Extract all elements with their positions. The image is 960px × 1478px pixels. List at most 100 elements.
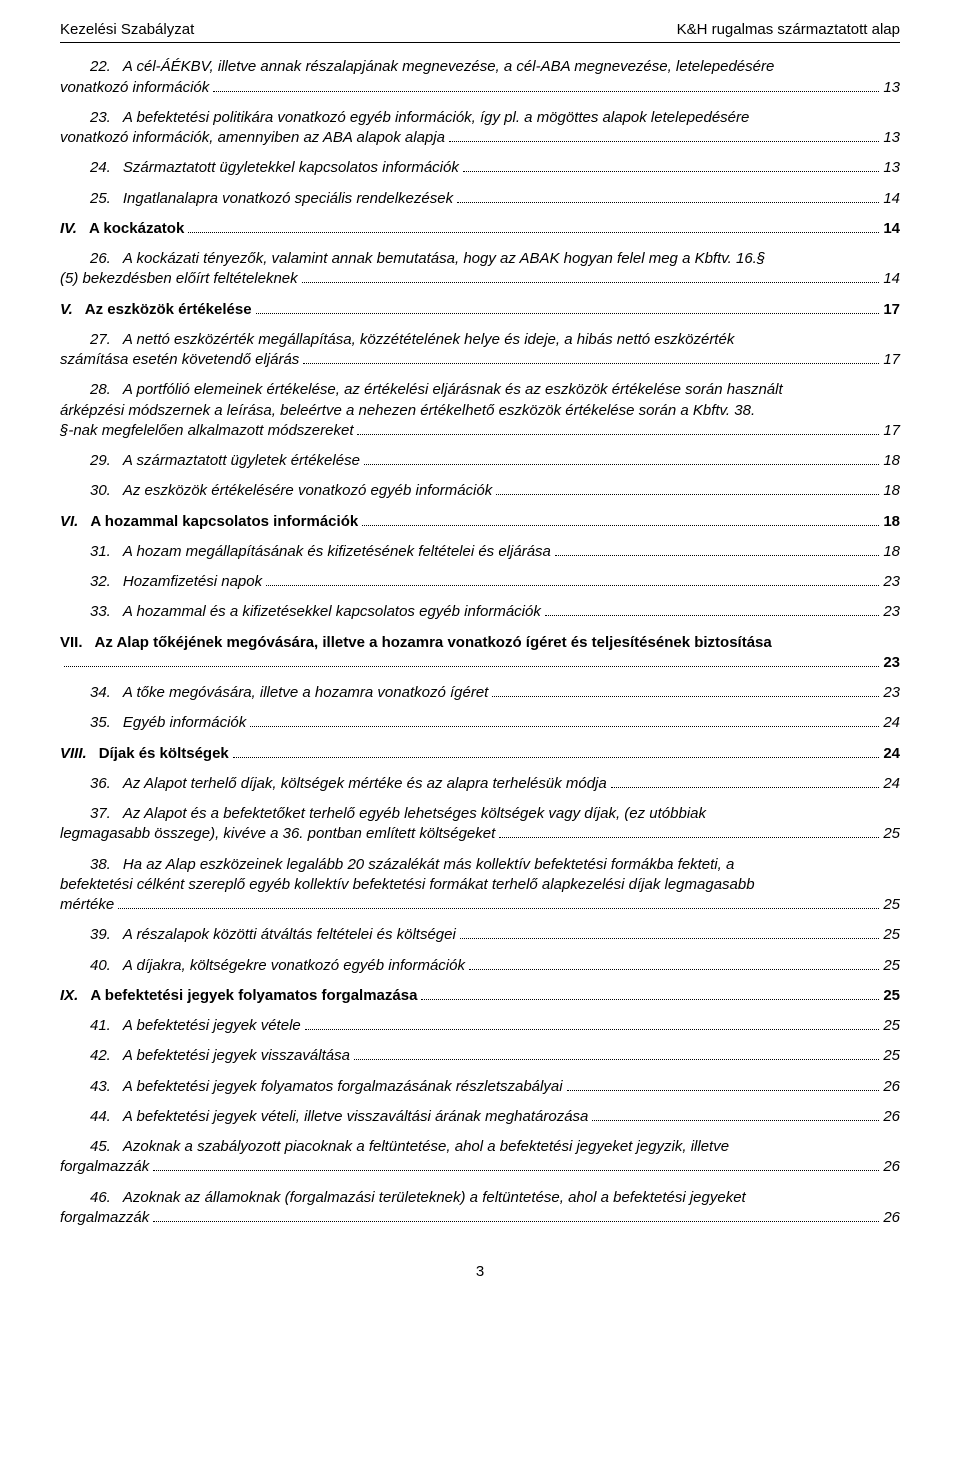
toc-entry-label: Az Alapot terhelő díjak, költségek mérté… [123, 774, 607, 794]
toc-entry-page: 25 [883, 925, 900, 945]
toc-entry-number: 23. [90, 109, 111, 126]
toc-entry-label: Azoknak az államoknak (forgalmazási terü… [123, 1189, 746, 1206]
toc-entry-number: VII. [60, 634, 83, 651]
toc-entry-label: Az Alapot és a befektetőket terhelő egyé… [123, 805, 706, 822]
toc-entry-label: A befektetési jegyek vételi, illetve vis… [123, 1107, 589, 1127]
toc-entry-page: 25 [883, 895, 900, 915]
toc-entry-label: számítása esetén követendő eljárás [60, 350, 299, 370]
toc-entry-page: 18 [883, 451, 900, 471]
toc-entry-first-line: 46.Azoknak az államoknak (forgalmazási t… [90, 1188, 900, 1208]
toc-entry-page: 25 [883, 956, 900, 976]
toc-entry-label: A kockázati tényezők, valamint annak bem… [123, 250, 765, 267]
toc-entry: 45.Azoknak a szabályozott piacoknak a fe… [60, 1137, 900, 1178]
table-of-contents: 22.A cél-ÁÉKBV, illetve annak részalapjá… [60, 57, 900, 1238]
toc-entry: 28. A portfólió elemeinek értékelése, az … [60, 380, 900, 441]
toc-entry: IX.A befektetési jegyek folyamatos forga… [60, 986, 900, 1006]
toc-entry: 32.Hozamfizetési napok23 [60, 572, 900, 592]
toc-entry: VIII.Díjak és költségek24 [60, 744, 900, 764]
toc-entry-label: A kockázatok [89, 219, 184, 239]
toc-leader [303, 351, 879, 365]
toc-entry-label: Ingatlanalapra vonatkozó speciális rende… [123, 189, 453, 209]
toc-entry-label: Az Alap tőkéjének megóvására, illetve a … [95, 634, 772, 651]
toc-entry-number: VI. [60, 512, 78, 532]
toc-entry: 36. Az Alapot terhelő díjak, költségek mé… [60, 774, 900, 794]
toc-entry: 24. Származtatott ügyletekkel kapcsolatos… [60, 158, 900, 178]
toc-entry-number: 24. [90, 158, 111, 178]
toc-entry: 46.Azoknak az államoknak (forgalmazási t… [60, 1188, 900, 1229]
toc-entry: 38. Ha az Alap eszközeinek legalább 20 sz… [60, 855, 900, 916]
toc-leader [460, 926, 880, 940]
toc-entry-page: 17 [883, 350, 900, 370]
toc-entry: 33.A hozammal és a kifizetésekkel kapcso… [60, 602, 900, 622]
toc-entry-label: (5) bekezdésben előírt feltételeknek [60, 269, 298, 289]
toc-leader [592, 1107, 879, 1121]
spacer [60, 1232, 900, 1238]
toc-entry-page: 25 [883, 1016, 900, 1036]
toc-entry: 27.A nettó eszközérték megállapítása, kö… [60, 330, 900, 371]
toc-entry-number: 26. [90, 250, 111, 267]
toc-entry: 29.A származtatott ügyletek értékelése18 [60, 451, 900, 471]
toc-entry-number: 43. [90, 1077, 111, 1097]
header-left: Kezelési Szabályzat [60, 20, 194, 40]
toc-entry-page: 26 [883, 1107, 900, 1127]
toc-entry-page: 25 [883, 824, 900, 844]
toc-entry-page: 24 [883, 713, 900, 733]
toc-entry-first-line: 38. Ha az Alap eszközeinek legalább 20 sz… [90, 855, 900, 875]
toc-entry-label: forgalmazzák [60, 1157, 149, 1177]
toc-entry-last-line: forgalmazzák26 [60, 1208, 900, 1228]
toc-entry-label: Ha az Alap eszközeinek legalább 20 száza… [123, 856, 734, 873]
toc-leader [499, 825, 879, 839]
toc-entry-label: A befektetési jegyek folyamatos forgalma… [123, 1077, 563, 1097]
toc-entry: 35.Egyéb információk24 [60, 713, 900, 733]
toc-leader [357, 421, 879, 435]
toc-entry-number: 34. [90, 683, 111, 703]
toc-leader [492, 684, 879, 698]
toc-entry-number: IX. [60, 986, 78, 1006]
toc-entry-number: 36. [90, 774, 111, 794]
toc-entry: 25.Ingatlanalapra vonatkozó speciális re… [60, 189, 900, 209]
toc-entry-continuation: befektetési célként szereplő egyéb kolle… [60, 875, 900, 895]
toc-leader [153, 1158, 879, 1172]
toc-entry-last-line: legmagasabb összege), kivéve a 36. pontb… [60, 824, 900, 844]
toc-entry-number: 28. [90, 381, 111, 398]
toc-entry-label: A tőke megóvására, illetve a hozamra von… [123, 683, 488, 703]
toc-leader [305, 1017, 880, 1031]
page-number: 3 [60, 1262, 900, 1282]
toc-leader [213, 78, 879, 92]
document-header: Kezelési Szabályzat K&H rugalmas származ… [60, 20, 900, 43]
toc-entry-last-line: vonatkozó információk, amennyiben az ABA… [60, 128, 900, 148]
toc-leader [421, 986, 879, 1000]
toc-entry: VI.A hozammal kapcsolatos információk18 [60, 512, 900, 532]
toc-entry-number: 40. [90, 956, 111, 976]
toc-entry-number: 45. [90, 1138, 111, 1155]
toc-entry-label: A származtatott ügyletek értékelése [123, 451, 360, 471]
toc-entry-page: 17 [883, 421, 900, 441]
toc-entry-label: legmagasabb összege), kivéve a 36. pontb… [60, 824, 495, 844]
toc-entry-first-line: 45.Azoknak a szabályozott piacoknak a fe… [90, 1137, 900, 1157]
toc-entry-page: 23 [883, 602, 900, 622]
toc-entry-number: 38. [90, 856, 111, 873]
toc-entry-last-line: mértéke25 [60, 895, 900, 915]
toc-entry: 26. A kockázati tényezők, valamint annak … [60, 249, 900, 290]
toc-leader [64, 653, 879, 667]
toc-entry-number: V. [60, 300, 73, 320]
toc-leader [496, 482, 879, 496]
toc-entry-number: 33. [90, 602, 111, 622]
toc-entry-label: vonatkozó információk [60, 78, 209, 98]
toc-entry: 40.A díjakra, költségekre vonatkozó egyé… [60, 956, 900, 976]
toc-entry: 31.A hozam megállapításának és kifizetés… [60, 542, 900, 562]
toc-entry-label: Származtatott ügyletekkel kapcsolatos in… [123, 158, 459, 178]
toc-entry-number: 31. [90, 542, 111, 562]
toc-entry-last-line: §-nak megfelelően alkalmazott módszereke… [60, 421, 900, 441]
toc-entry-page: 14 [883, 189, 900, 209]
toc-entry-number: IV. [60, 219, 77, 239]
toc-entry-number: VIII. [60, 744, 87, 764]
toc-entry-page: 26 [883, 1077, 900, 1097]
toc-entry-page: 13 [883, 78, 900, 98]
toc-entry-number: 39. [90, 925, 111, 945]
toc-entry-page: 24 [883, 744, 900, 764]
toc-leader [354, 1047, 879, 1061]
toc-entry-label: A portfólió elemeinek értékelése, az ért… [123, 381, 783, 398]
toc-entry-number: 27. [90, 331, 111, 348]
toc-leader [266, 573, 879, 587]
